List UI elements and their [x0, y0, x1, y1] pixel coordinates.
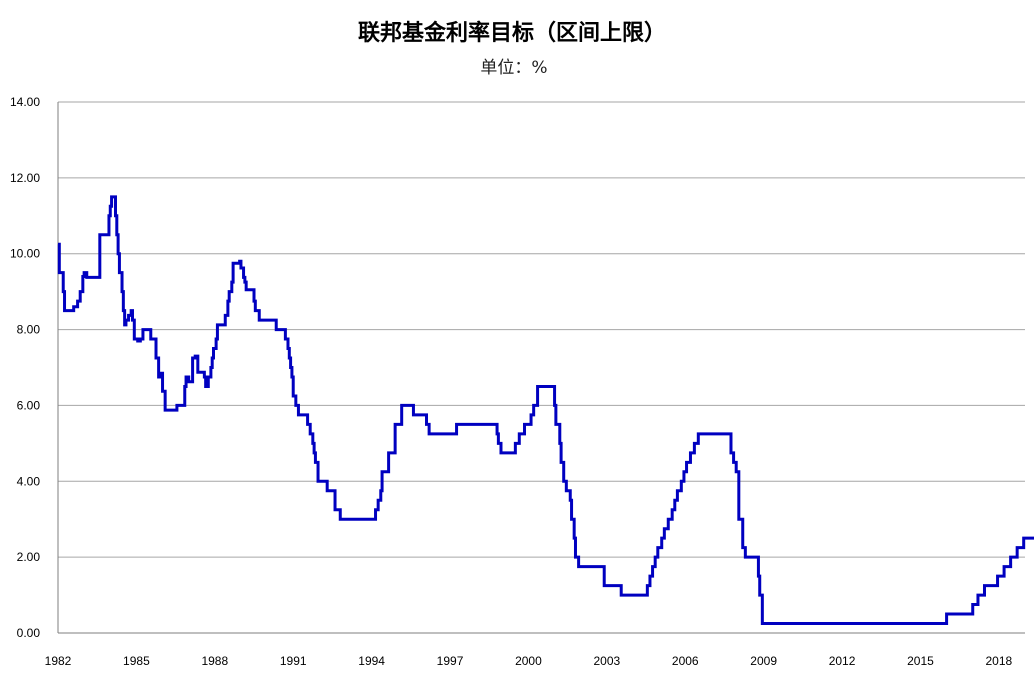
x-tick-label: 2003 [593, 654, 620, 668]
x-tick-label: 2006 [672, 654, 699, 668]
x-tick-label: 1982 [45, 654, 72, 668]
x-tick-label: 2009 [750, 654, 777, 668]
y-tick-label: 2.00 [17, 550, 41, 564]
chart-title: 联邦基金利率目标（区间上限） [358, 20, 666, 46]
y-tick-label: 8.00 [17, 323, 41, 337]
x-tick-label: 2018 [986, 654, 1013, 668]
x-tick-label: 1988 [201, 654, 228, 668]
y-tick-label: 0.00 [17, 626, 41, 640]
series-layer [57, 195, 1034, 626]
x-tick-label: 2012 [829, 654, 856, 668]
x-tick-label: 1994 [358, 654, 385, 668]
y-tick-label: 12.00 [10, 171, 40, 185]
x-axis-tick-labels: 1982 1985 1988 1991 1994 1997 2000 2003 2006 2009… [45, 654, 1013, 668]
y-axis-tick-labels: 0.00 2.00 4.00 6.00 8.00 10.00 12.00 14.00 [10, 95, 40, 640]
x-tick-label: 1991 [280, 654, 307, 668]
y-tick-label: 10.00 [10, 247, 40, 261]
gridlines [57, 101, 1025, 633]
chart-subtitle: 单位：% [480, 58, 547, 78]
y-tick-label: 6.00 [17, 398, 41, 412]
x-tick-label: 2015 [907, 654, 934, 668]
x-tick-label: 2000 [515, 654, 542, 668]
y-tick-label: 14.00 [10, 95, 40, 109]
x-tick-label: 1985 [123, 654, 150, 668]
y-tick-label: 4.00 [17, 474, 41, 488]
x-tick-label: 1997 [437, 654, 464, 668]
series-line [57, 195, 1034, 626]
